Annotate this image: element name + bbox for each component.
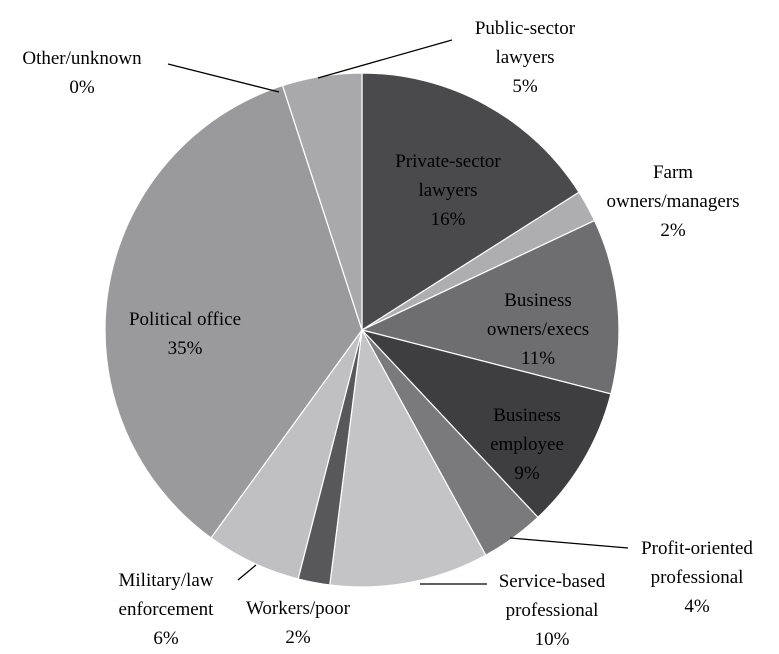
category-label: Profit-oriented professional [641, 538, 753, 588]
category-label: Service-based professional [498, 571, 606, 621]
slice-label: Farm owners/managers 2% [588, 158, 758, 245]
category-label: Public-sector lawyers [474, 18, 576, 68]
value-label: 16% [430, 209, 466, 230]
slice-label: Service-based professional 10% [482, 567, 622, 654]
pie-slice [360, 328, 612, 519]
category-label: Farm owners/managers [606, 162, 740, 212]
leader-line [167, 63, 280, 93]
pie-slice [104, 84, 363, 539]
value-label: 4% [684, 596, 710, 617]
slice-label: Other/unknown 0% [2, 44, 162, 102]
slice-label: Private-sector lawyers 16% [378, 147, 518, 234]
category-label: Political office [128, 309, 242, 330]
pie-slice [361, 72, 580, 332]
category-label: Other/unknown [22, 48, 142, 69]
pie-slice [281, 72, 363, 331]
slice-label: Public-sector lawyers 5% [455, 14, 595, 101]
value-label: 9% [514, 463, 540, 484]
slice-label: Workers/poor 2% [228, 594, 368, 652]
slice-label: Business owners/execs 11% [473, 286, 603, 373]
value-label: 2% [285, 627, 311, 648]
value-label: 6% [153, 628, 179, 649]
category-label: Workers/poor [246, 598, 350, 619]
value-label: 35% [167, 338, 203, 359]
category-label: Military/law enforcement [118, 570, 214, 620]
leader-line [237, 564, 257, 581]
slice-label: Political office 35% [110, 305, 260, 363]
slice-label: Military/law enforcement 6% [101, 566, 231, 653]
value-label: 2% [660, 220, 686, 241]
leader-line [509, 537, 629, 549]
category-label: Business owners/execs [486, 290, 590, 340]
leader-line [317, 39, 453, 79]
pie-slice [329, 328, 487, 588]
value-label: 11% [520, 348, 556, 369]
category-label: Private-sector lawyers [395, 151, 501, 201]
slice-label: Business employee 9% [472, 401, 582, 488]
category-label: Business employee [490, 405, 564, 455]
value-label: 0% [69, 77, 95, 98]
value-label: 5% [512, 76, 538, 97]
slice-label: Profit-oriented professional 4% [622, 534, 772, 621]
value-label: 10% [534, 629, 570, 650]
pie-slice [360, 219, 620, 395]
